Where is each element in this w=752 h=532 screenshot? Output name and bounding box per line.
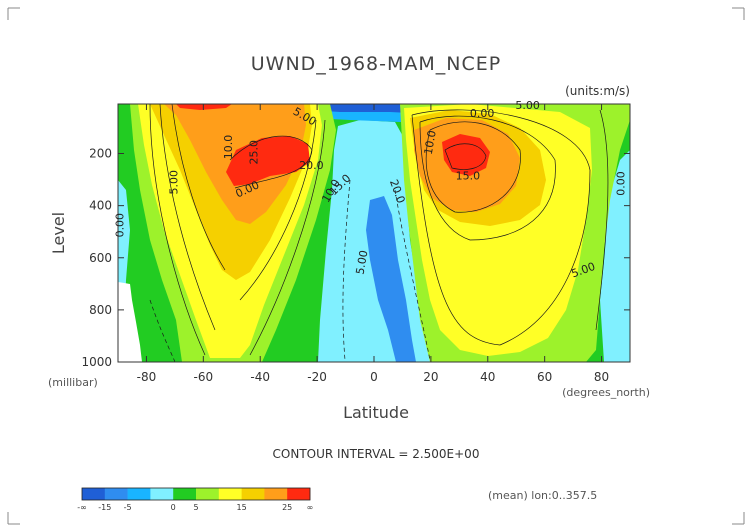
colorbar-label: 5	[193, 503, 198, 512]
contour-label: 5.00	[168, 170, 181, 195]
contour-lines	[149, 104, 609, 362]
colorbar-swatch	[287, 488, 311, 500]
x-tick-label: -40	[250, 370, 270, 384]
colorbar-swatch	[127, 488, 151, 500]
y-tick-label: 400	[89, 199, 112, 213]
contour-line	[425, 121, 521, 213]
field-tropical-core	[366, 196, 416, 362]
colorbar-swatch	[218, 488, 242, 500]
contour-line	[149, 104, 206, 356]
x-tick-label: 40	[480, 370, 495, 384]
southern-upper-core	[176, 104, 232, 110]
colorbar-label: 25	[282, 503, 292, 512]
contour-line	[394, 189, 431, 361]
contour-line	[411, 109, 591, 346]
colorbar-swatch	[173, 488, 197, 500]
colorbar-label: 15	[237, 503, 247, 512]
field-east-edge	[600, 150, 630, 362]
contour-line	[159, 104, 216, 331]
contour-label: 25.0	[247, 140, 260, 165]
x-axis-label: Latitude	[343, 403, 409, 422]
contour-label: 10.0	[222, 135, 235, 160]
contour-label: 5.00	[353, 249, 370, 275]
chart-title: UWND_1968-MAM_NCEP	[251, 53, 501, 75]
contour-line	[444, 143, 487, 170]
contour-field	[118, 104, 630, 362]
contour-line	[149, 299, 176, 362]
contour-line	[239, 119, 317, 301]
masked-terrain	[118, 282, 142, 362]
contour-label: 0.00	[614, 171, 627, 196]
contour-line	[419, 115, 556, 241]
contour-line	[342, 179, 351, 361]
footer-note: (mean) lon:0..357.5	[488, 489, 597, 502]
colorbar-label: ∞	[307, 503, 314, 512]
x-tick-label: 20	[423, 370, 438, 384]
x-tick-label: 60	[537, 370, 552, 384]
contour-label: 20.0	[299, 159, 324, 172]
x-tick-label: -80	[137, 370, 157, 384]
colorbar-swatch	[196, 488, 220, 500]
y-tick-label: 800	[89, 303, 112, 317]
contour-label: 15.0	[456, 170, 481, 183]
y-axis: 200 400 600 800 1000	[81, 147, 630, 369]
contour-interval-text: CONTOUR INTERVAL = 2.500E+00	[273, 447, 480, 461]
units-label: (units:m/s)	[565, 84, 630, 98]
southern-jet-core	[226, 136, 310, 186]
colorbar-swatch	[264, 488, 288, 500]
colorbar-label: -15	[98, 503, 111, 512]
x-tick-label: 0	[370, 370, 378, 384]
y-axis-label: Level	[49, 212, 68, 254]
y-tick-label: 1000	[81, 355, 112, 369]
y-unit-label: (millibar)	[48, 376, 98, 389]
colorbar-frame	[81, 487, 311, 501]
contour-label: 10.0	[422, 129, 439, 155]
colorbar: -∞ -15 -5 0 5 15 25 ∞	[77, 487, 314, 512]
colorbar-swatch	[104, 488, 128, 500]
colorbar-label: -5	[124, 503, 132, 512]
colorbar-label: -∞	[77, 503, 87, 512]
contour-line	[229, 135, 313, 189]
colorbar-swatch	[150, 488, 174, 500]
colorbar-swatch	[241, 488, 265, 500]
x-tick-label: 80	[594, 370, 609, 384]
contour-line	[595, 109, 609, 331]
northern-jet-core	[442, 134, 490, 176]
contour-label: 0.00	[470, 107, 495, 120]
y-tick-label: 600	[89, 251, 112, 265]
contour-label: 0.00	[114, 213, 127, 238]
colorbar-label: 0	[171, 503, 176, 512]
y-tick-label: 200	[89, 147, 112, 161]
contour-line	[249, 119, 326, 356]
x-tick-label: -60	[194, 370, 214, 384]
x-unit-label: (degrees_north)	[562, 386, 650, 399]
page-corner-marks	[7, 7, 745, 525]
x-axis: -80 -60 -40 -20 0 20 40 60 80	[137, 104, 609, 384]
colorbar-swatch	[82, 488, 106, 500]
contour-label: 5.00	[515, 99, 540, 112]
contour-line	[171, 104, 226, 271]
x-tick-label: -20	[307, 370, 327, 384]
